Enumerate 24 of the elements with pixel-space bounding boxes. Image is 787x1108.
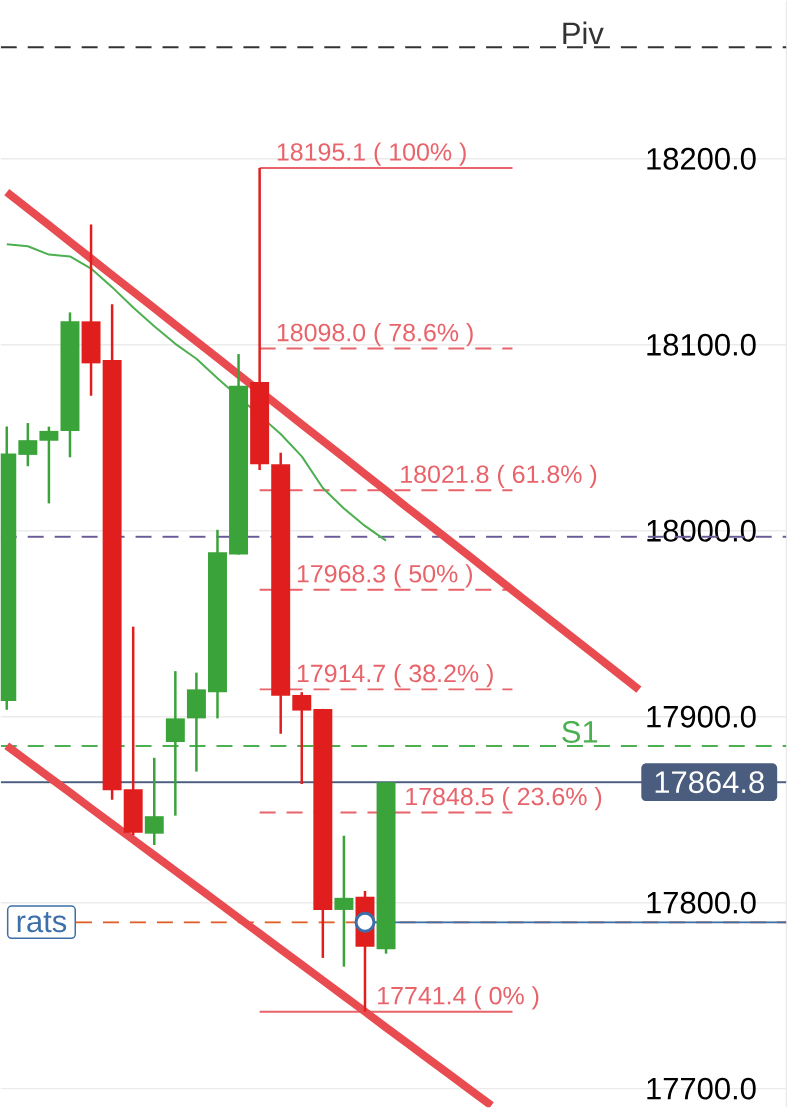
line-series — [5, 243, 387, 542]
ref-line-label: 18021.8 ( 61.8% ) — [401, 464, 597, 489]
ref-line-label: 17968.3 ( 50% ) — [297, 564, 472, 588]
candlestick — [39, 425, 59, 505]
y-tick-label: 17800.0 — [647, 891, 756, 914]
candlestick — [292, 690, 312, 786]
candlestick — [334, 834, 354, 968]
ref-line-label: Piv — [563, 21, 604, 45]
candlestick — [144, 756, 164, 847]
candlestick — [18, 421, 38, 468]
y-tick-label: 18100.0 — [647, 333, 756, 356]
ref-line-label: 18098.0 ( 78.6% ) — [277, 323, 473, 347]
y-tick-label: 18200.0 — [647, 147, 756, 170]
ref-line-label: 17848.5 ( 23.6% ) — [406, 787, 602, 811]
candlestick — [165, 669, 185, 817]
ref-line-label: 18195.1 ( 100% ) — [277, 142, 466, 166]
ref-line-label: S1 — [562, 720, 598, 743]
ref-line-label: 17914.7 ( 38.2% ) — [297, 663, 493, 688]
y-tick-label: 17900.0 — [647, 705, 756, 728]
ref-line-label: 17864.8 — [655, 771, 764, 794]
ref-line-label: 17741.4 ( 0% ) — [378, 986, 539, 1010]
ref-line-label: rats — [17, 912, 67, 933]
y-tick-label: 18000.0 — [647, 519, 756, 542]
y-tick-label: 17700.0 — [647, 1077, 756, 1100]
